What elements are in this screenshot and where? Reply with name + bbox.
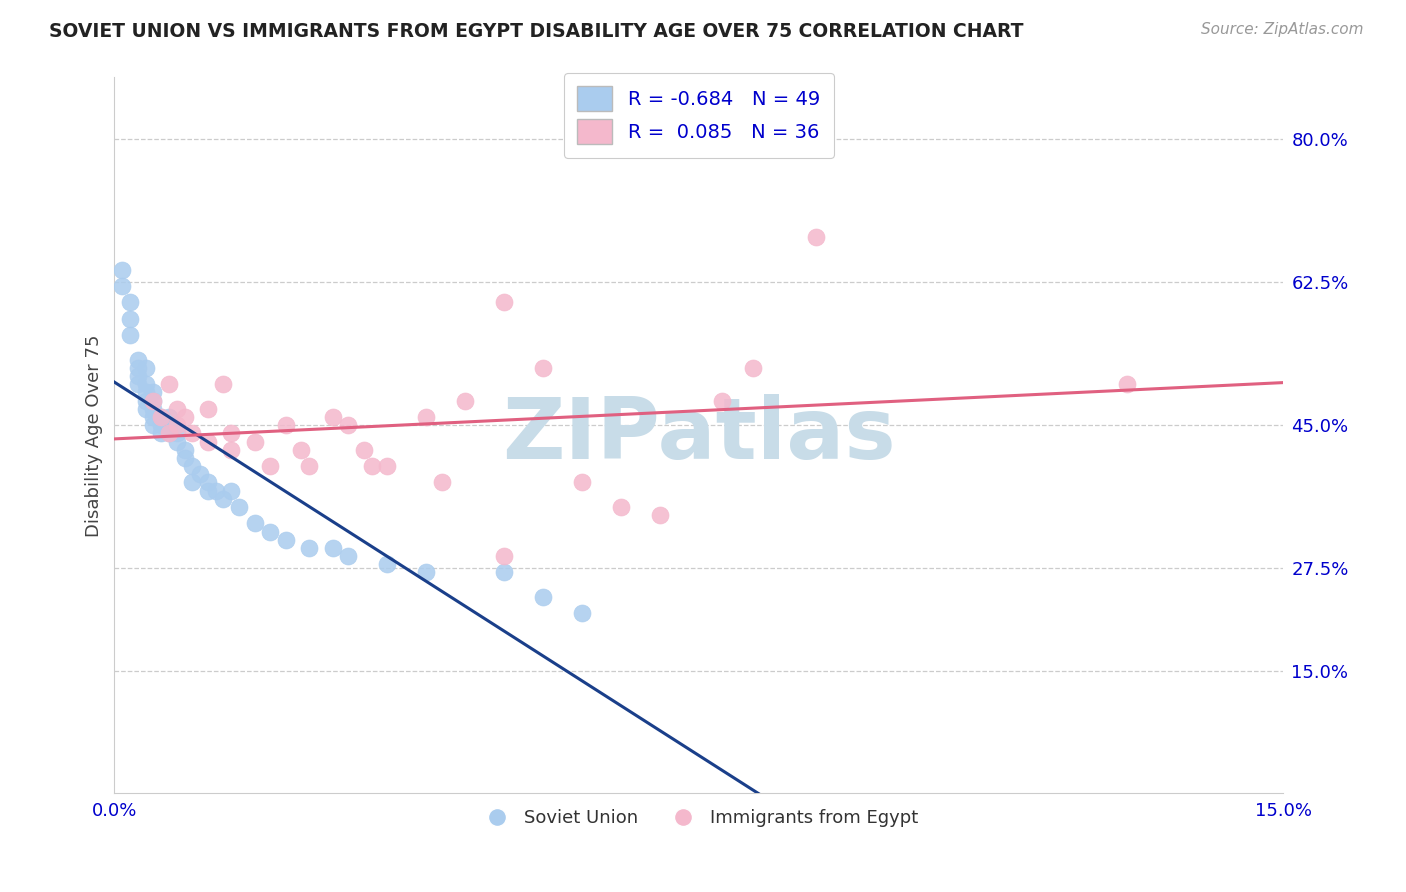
Point: [454, 393, 477, 408]
Point: [430, 475, 453, 490]
Point: [492, 566, 515, 580]
Point: [150, 418, 173, 433]
Point: [531, 360, 554, 375]
Point: [173, 442, 195, 457]
Point: [166, 434, 188, 449]
Point: [415, 566, 437, 580]
Point: [610, 500, 633, 514]
Point: [142, 393, 165, 408]
Point: [648, 508, 671, 523]
Point: [219, 426, 242, 441]
Point: [135, 377, 157, 392]
Point: [204, 483, 226, 498]
Point: [298, 459, 321, 474]
Point: [243, 434, 266, 449]
Point: [212, 377, 235, 392]
Y-axis label: Disability Age Over 75: Disability Age Over 75: [86, 334, 103, 537]
Point: [197, 434, 219, 449]
Point: [142, 401, 165, 416]
Point: [188, 467, 211, 482]
Point: [157, 409, 180, 424]
Point: [197, 483, 219, 498]
Point: [118, 328, 141, 343]
Text: SOVIET UNION VS IMMIGRANTS FROM EGYPT DISABILITY AGE OVER 75 CORRELATION CHART: SOVIET UNION VS IMMIGRANTS FROM EGYPT DI…: [49, 22, 1024, 41]
Point: [219, 483, 242, 498]
Point: [142, 393, 165, 408]
Point: [375, 459, 398, 474]
Point: [173, 450, 195, 465]
Text: Source: ZipAtlas.com: Source: ZipAtlas.com: [1201, 22, 1364, 37]
Point: [290, 442, 312, 457]
Point: [150, 426, 173, 441]
Point: [804, 230, 827, 244]
Point: [118, 311, 141, 326]
Point: [360, 459, 382, 474]
Point: [243, 516, 266, 531]
Point: [212, 491, 235, 506]
Point: [111, 262, 134, 277]
Point: [375, 558, 398, 572]
Point: [111, 279, 134, 293]
Point: [742, 360, 765, 375]
Point: [337, 549, 360, 563]
Point: [150, 409, 173, 424]
Point: [259, 459, 281, 474]
Point: [157, 418, 180, 433]
Point: [127, 369, 149, 384]
Point: [1116, 377, 1139, 392]
Point: [571, 607, 593, 621]
Point: [135, 401, 157, 416]
Point: [173, 409, 195, 424]
Point: [142, 409, 165, 424]
Point: [197, 475, 219, 490]
Point: [135, 360, 157, 375]
Point: [166, 426, 188, 441]
Point: [415, 409, 437, 424]
Point: [166, 401, 188, 416]
Point: [157, 377, 180, 392]
Point: [181, 475, 204, 490]
Point: [127, 360, 149, 375]
Point: [492, 549, 515, 563]
Point: [274, 418, 297, 433]
Point: [127, 377, 149, 392]
Point: [181, 459, 204, 474]
Point: [353, 442, 375, 457]
Point: [322, 409, 344, 424]
Point: [322, 541, 344, 555]
Point: [337, 418, 360, 433]
Point: [157, 426, 180, 441]
Point: [219, 442, 242, 457]
Point: [157, 426, 180, 441]
Point: [135, 385, 157, 400]
Point: [259, 524, 281, 539]
Point: [274, 533, 297, 547]
Point: [166, 418, 188, 433]
Text: ZIPatlas: ZIPatlas: [502, 394, 896, 477]
Point: [118, 295, 141, 310]
Point: [127, 352, 149, 367]
Point: [571, 475, 593, 490]
Point: [492, 295, 515, 310]
Point: [298, 541, 321, 555]
Point: [142, 385, 165, 400]
Legend: Soviet Union, Immigrants from Egypt: Soviet Union, Immigrants from Egypt: [471, 802, 927, 834]
Point: [531, 590, 554, 604]
Point: [181, 426, 204, 441]
Point: [135, 393, 157, 408]
Point: [711, 393, 734, 408]
Point: [142, 418, 165, 433]
Point: [228, 500, 250, 514]
Point: [150, 409, 173, 424]
Point: [197, 401, 219, 416]
